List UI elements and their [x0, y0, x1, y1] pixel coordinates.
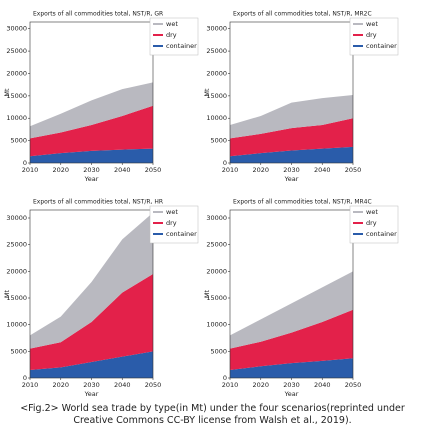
legend-label: container — [366, 230, 397, 238]
legend-label: wet — [366, 208, 378, 216]
x-axis-label: Year — [84, 175, 99, 183]
x-tick-label: 2020 — [52, 381, 69, 389]
x-tick-label: 2010 — [22, 381, 39, 389]
y-tick-label: 10000 — [6, 114, 27, 122]
y-tick-label: 10000 — [206, 321, 227, 329]
area — [30, 148, 153, 163]
y-tick-label: 5000 — [10, 347, 27, 355]
x-tick-label: 2030 — [83, 166, 100, 174]
x-tick-label: 2030 — [83, 381, 100, 389]
x-axis-label: Year — [84, 390, 99, 398]
x-tick-label: 2050 — [345, 166, 362, 174]
y-tick-label: 25000 — [206, 47, 227, 55]
legend-label: wet — [166, 208, 178, 216]
chart-title: Exports of all commodities total, NST/R,… — [33, 199, 163, 206]
x-tick-label: 2040 — [314, 166, 331, 174]
y-axis-label: Mt — [203, 289, 211, 298]
x-tick-label: 2050 — [145, 381, 162, 389]
y-tick-label: 20000 — [206, 69, 227, 77]
x-tick-label: 2040 — [114, 381, 131, 389]
y-tick-label: 5000 — [10, 137, 27, 145]
legend-label: dry — [366, 219, 377, 227]
x-tick-label: 2050 — [345, 381, 362, 389]
y-tick-label: 10000 — [206, 114, 227, 122]
area — [30, 351, 153, 378]
chart: Exports of all commodities total, NST/R,… — [203, 199, 399, 398]
legend-label: dry — [166, 31, 177, 39]
x-tick-label: 2050 — [145, 166, 162, 174]
chart-title: Exports of all commodities total, NST/R,… — [233, 199, 372, 206]
chart-title: Exports of all commodities total, NST/R,… — [33, 11, 163, 18]
legend-label: container — [366, 42, 397, 50]
x-tick-label: 2030 — [283, 166, 300, 174]
y-tick-label: 30000 — [6, 214, 27, 222]
y-tick-label: 30000 — [206, 25, 227, 33]
area — [230, 146, 353, 163]
y-tick-label: 15000 — [6, 294, 27, 302]
y-tick-label: 25000 — [6, 47, 27, 55]
legend-label: container — [166, 230, 197, 238]
area — [230, 271, 353, 349]
area — [230, 358, 353, 378]
x-tick-label: 2020 — [252, 381, 269, 389]
y-tick-label: 0 — [223, 159, 227, 167]
chart: Exports of all commodities total, NST/R,… — [3, 199, 199, 398]
y-tick-label: 30000 — [6, 25, 27, 33]
y-axis-label: Mt — [203, 88, 211, 97]
y-tick-label: 15000 — [6, 92, 27, 100]
area — [30, 105, 153, 157]
legend-label: dry — [366, 31, 377, 39]
y-tick-label: 20000 — [6, 69, 27, 77]
area — [30, 82, 153, 139]
area — [230, 309, 353, 370]
legend-label: dry — [166, 219, 177, 227]
legend-label: wet — [166, 20, 178, 28]
caption: <Fig.2> World sea trade by type(in Mt) u… — [20, 403, 405, 426]
y-tick-label: 0 — [23, 374, 27, 382]
y-tick-label: 5000 — [210, 347, 227, 355]
chart: Exports of all commodities total, NST/R,… — [3, 11, 199, 183]
y-tick-label: 25000 — [206, 241, 227, 249]
chart: Exports of all commodities total, NST/R,… — [203, 11, 399, 183]
y-axis-label: Mt — [3, 289, 11, 298]
area — [230, 94, 353, 139]
y-tick-label: 5000 — [210, 137, 227, 145]
x-tick-label: 2040 — [314, 381, 331, 389]
x-tick-label: 2020 — [52, 166, 69, 174]
y-tick-label: 0 — [223, 374, 227, 382]
y-tick-label: 0 — [23, 159, 27, 167]
x-tick-label: 2030 — [283, 381, 300, 389]
y-axis-label: Mt — [3, 88, 11, 97]
x-axis-label: Year — [284, 175, 299, 183]
y-tick-label: 15000 — [206, 294, 227, 302]
x-axis-label: Year — [284, 390, 299, 398]
y-tick-label: 20000 — [6, 267, 27, 275]
x-tick-label: 2020 — [252, 166, 269, 174]
x-tick-label: 2040 — [114, 166, 131, 174]
x-tick-label: 2010 — [22, 166, 39, 174]
x-tick-label: 2010 — [222, 381, 239, 389]
figure: Exports of all commodities total, NST/R,… — [3, 11, 399, 398]
x-tick-label: 2010 — [222, 166, 239, 174]
area — [230, 118, 353, 157]
y-tick-label: 10000 — [6, 321, 27, 329]
legend-label: container — [166, 42, 197, 50]
y-tick-label: 30000 — [206, 214, 227, 222]
legend-label: wet — [366, 20, 378, 28]
area — [30, 212, 153, 349]
y-tick-label: 20000 — [206, 267, 227, 275]
chart-title: Exports of all commodities total, NST/R,… — [233, 11, 372, 18]
y-tick-label: 15000 — [206, 92, 227, 100]
y-tick-label: 25000 — [6, 241, 27, 249]
